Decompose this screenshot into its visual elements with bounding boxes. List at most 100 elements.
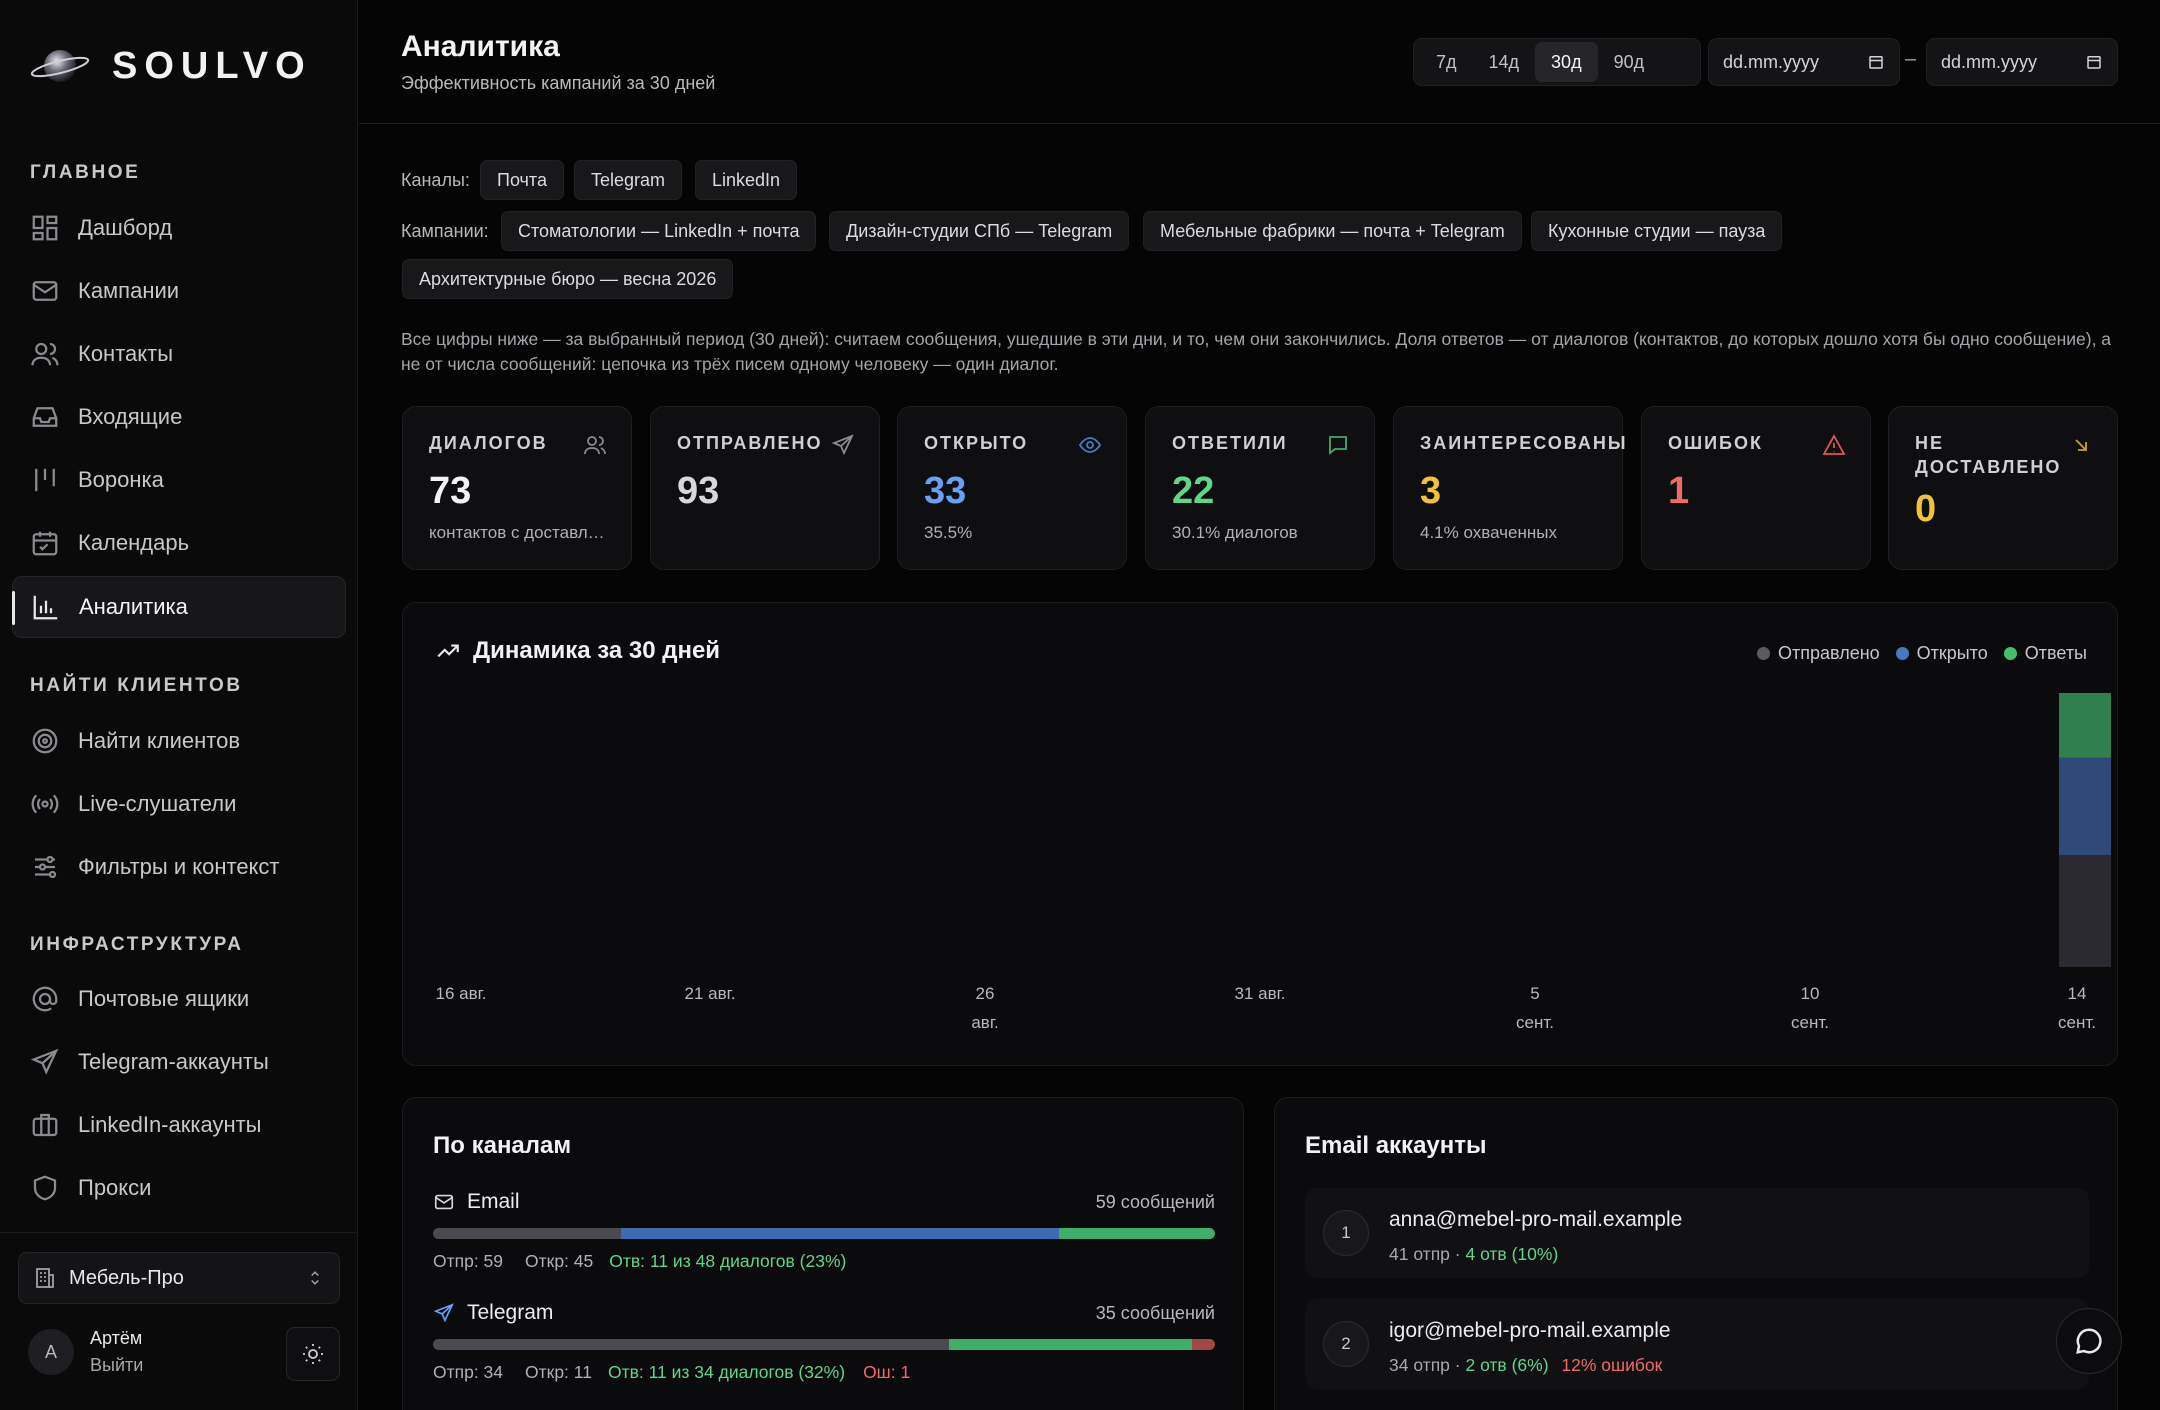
legend-item-replies: Ответы <box>2003 643 2087 664</box>
channel-chip-linkedin[interactable]: LinkedIn <box>695 160 798 200</box>
org-switcher[interactable]: Мебель-Про <box>18 1252 340 1304</box>
org-name: Мебель-Про <box>69 1266 184 1289</box>
period-90d-button[interactable]: 90д <box>1613 51 1645 72</box>
channel-opened: Откр: 45 <box>525 1251 594 1271</box>
sidebar-item-mailboxes[interactable]: Почтовые ящики <box>12 968 346 1030</box>
channel-row-email: Email 59 сообщений Отпр: 59 Откр: 45 Отв… <box>433 1190 1215 1272</box>
account-replies: 4 отв (10%) <box>1465 1244 1559 1264</box>
stat-value: 33 <box>924 470 967 512</box>
x-tick-label: сент. <box>1791 1013 1829 1032</box>
sidebar-item-funnel[interactable]: Воронка <box>12 449 346 511</box>
campaign-chip[interactable]: Кухонные студии — пауза <box>1531 211 1783 251</box>
account-email: igor@mebel-pro-mail.example <box>1389 1319 1671 1342</box>
channels-filter-label: Каналы: <box>401 170 470 190</box>
stat-card-interested: ЗАИНТЕРЕСОВАНЫ 3 4.1% охваченных <box>1393 406 1628 570</box>
x-tick-label: авг. <box>971 1013 998 1032</box>
period-30d-button[interactable]: 30д <box>1535 42 1598 82</box>
bar-opened[interactable] <box>2059 757 2111 856</box>
stat-label: ОТКРЫТО <box>924 433 1029 453</box>
bar-sent[interactable] <box>2059 855 2111 967</box>
channel-sent: Отпр: 34 <box>433 1362 504 1382</box>
users-icon <box>31 342 59 366</box>
accounts-title: Email аккаунты <box>1305 1132 1487 1159</box>
channel-replies: Отв: 11 из 34 диалогов (32%) <box>607 1362 846 1382</box>
sidebar: SOULVO ГЛАВНОЕ Дашборд Кампании Контакты… <box>0 0 358 1410</box>
stat-label: ДИАЛОГОВ <box>429 433 548 453</box>
sidebar-item-proxy[interactable]: Прокси <box>12 1157 346 1219</box>
message-icon <box>1326 433 1350 457</box>
sidebar-item-calendar[interactable]: Календарь <box>12 512 346 574</box>
mail-icon <box>32 281 58 301</box>
account-errors: 12% ошибок <box>1561 1355 1663 1375</box>
campaign-chip[interactable]: Дизайн-студии СПб — Telegram <box>829 211 1130 251</box>
bar-segment <box>1191 1339 1215 1350</box>
account-row[interactable]: 2 igor@mebel-pro-mail.example 34 отпр · … <box>1305 1299 2089 1389</box>
mail-icon <box>434 1194 454 1210</box>
sidebar-item-filters[interactable]: Фильтры и контекст <box>12 836 346 898</box>
sidebar-item-label: Календарь <box>78 530 190 555</box>
account-replies: 2 отв (6%) <box>1465 1355 1549 1375</box>
stat-sub: 35.5% <box>924 523 973 542</box>
channel-errors: Ош: 1 <box>863 1362 911 1382</box>
sidebar-item-label: Аналитика <box>79 594 188 619</box>
bar-segment <box>949 1339 1192 1350</box>
account-sent: 34 отпр · <box>1389 1355 1461 1375</box>
period-selector: 7д 14д 30д 90д <box>1413 38 1701 86</box>
legend-dot <box>2003 647 2017 660</box>
send-icon <box>831 433 855 457</box>
sidebar-item-label: Фильтры и контекст <box>78 854 280 879</box>
theme-toggle-button[interactable] <box>286 1327 340 1381</box>
brand-logo[interactable]: SOULVO <box>30 44 312 88</box>
campaign-chip[interactable]: Стоматологии — LinkedIn + почта <box>501 211 817 251</box>
sidebar-item-label: Прокси <box>78 1175 152 1200</box>
chart-title: Динамика за 30 дней <box>435 637 720 665</box>
x-tick-label: сент. <box>1516 1013 1554 1032</box>
campaigns-filter-label: Кампании: <box>401 221 489 241</box>
sidebar-item-analytics[interactable]: Аналитика <box>12 576 346 638</box>
funnel-icon <box>35 468 55 492</box>
sun-icon <box>303 1344 323 1364</box>
stat-value: 93 <box>677 470 720 512</box>
logout-link[interactable]: Выйти <box>90 1355 144 1375</box>
send-icon <box>30 1048 59 1075</box>
sidebar-item-dashboard[interactable]: Дашборд <box>12 197 346 259</box>
channel-progress-bar <box>433 1339 1215 1350</box>
stat-label: ЗАИНТЕРЕСОВАНЫ <box>1420 433 1628 453</box>
user-profile: А Артём Выйти <box>28 1328 143 1376</box>
channels-title: По каналам <box>433 1132 572 1159</box>
chat-support-button[interactable] <box>2056 1308 2122 1374</box>
date-from-input[interactable]: dd.mm.yyyy <box>1708 38 1900 86</box>
shield-icon <box>33 1175 57 1201</box>
date-to-input[interactable]: dd.mm.yyyy <box>1926 38 2118 86</box>
channel-chip-mail[interactable]: Почта <box>480 160 564 200</box>
stat-sub: 30.1% диалогов <box>1172 523 1298 542</box>
period-7d-button[interactable]: 7д <box>1436 51 1457 72</box>
sidebar-item-telegram-accounts[interactable]: Telegram-аккаунты <box>12 1031 346 1093</box>
stat-sub: контактов с доставленными <box>429 523 605 542</box>
channel-count: 59 сообщений <box>1095 1191 1215 1212</box>
stat-value: 73 <box>429 470 472 512</box>
channel-opened: Откр: 11 <box>525 1362 592 1382</box>
channels-panel: По каналам Email 59 сообщений Отпр: 59 О… <box>402 1097 1244 1410</box>
period-14d-button[interactable]: 14д <box>1488 51 1520 72</box>
sidebar-item-live-listeners[interactable]: Live-слушатели <box>12 773 346 835</box>
at-icon <box>32 986 58 1012</box>
channel-chip-telegram[interactable]: Telegram <box>574 160 683 200</box>
x-tick-label: сент. <box>2058 1013 2096 1032</box>
sidebar-item-label: Telegram-аккаунты <box>78 1049 269 1074</box>
sidebar-item-inbox[interactable]: Входящие <box>12 386 346 448</box>
bar-replies[interactable] <box>2059 693 2111 758</box>
stat-label: ОШИБОК <box>1668 433 1763 453</box>
campaign-chip[interactable]: Мебельные фабрики — почта + Telegram <box>1143 211 1522 251</box>
page-header: Аналитика Эффективность кампаний за 30 д… <box>359 0 2160 124</box>
account-row[interactable]: 1 anna@mebel-pro-mail.example 41 отпр · … <box>1305 1188 2089 1278</box>
chat-icon <box>2076 1328 2102 1354</box>
sidebar-item-contacts[interactable]: Контакты <box>12 323 346 385</box>
calendar-icon <box>32 531 58 556</box>
campaign-chip[interactable]: Архитектурные бюро — весна 2026 <box>402 259 734 299</box>
dynamics-chart: 16 авг. 21 авг. 26 авг. 31 авг. 5 сент. 10 сент.… <box>436 693 2111 1032</box>
sidebar-item-campaigns[interactable]: Кампании <box>12 260 346 322</box>
sidebar-item-find-clients[interactable]: Найти клиентов <box>12 710 346 772</box>
sidebar-item-linkedin-accounts[interactable]: LinkedIn-аккаунты <box>12 1094 346 1156</box>
avatar[interactable]: А <box>28 1329 74 1375</box>
